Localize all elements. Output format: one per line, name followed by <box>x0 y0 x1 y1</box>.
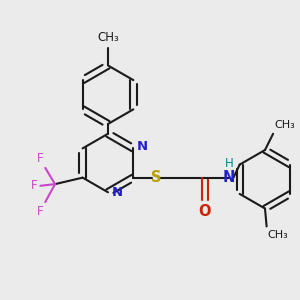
Text: S: S <box>151 170 161 185</box>
Text: H: H <box>225 157 234 169</box>
Text: N: N <box>112 186 123 199</box>
Text: F: F <box>37 152 44 165</box>
Text: F: F <box>31 179 38 192</box>
Text: N: N <box>223 170 236 185</box>
Text: CH₃: CH₃ <box>97 31 119 44</box>
Text: CH₃: CH₃ <box>275 121 296 130</box>
Text: N: N <box>137 140 148 153</box>
Text: CH₃: CH₃ <box>267 230 288 240</box>
Text: F: F <box>37 205 44 218</box>
Text: O: O <box>199 204 211 219</box>
